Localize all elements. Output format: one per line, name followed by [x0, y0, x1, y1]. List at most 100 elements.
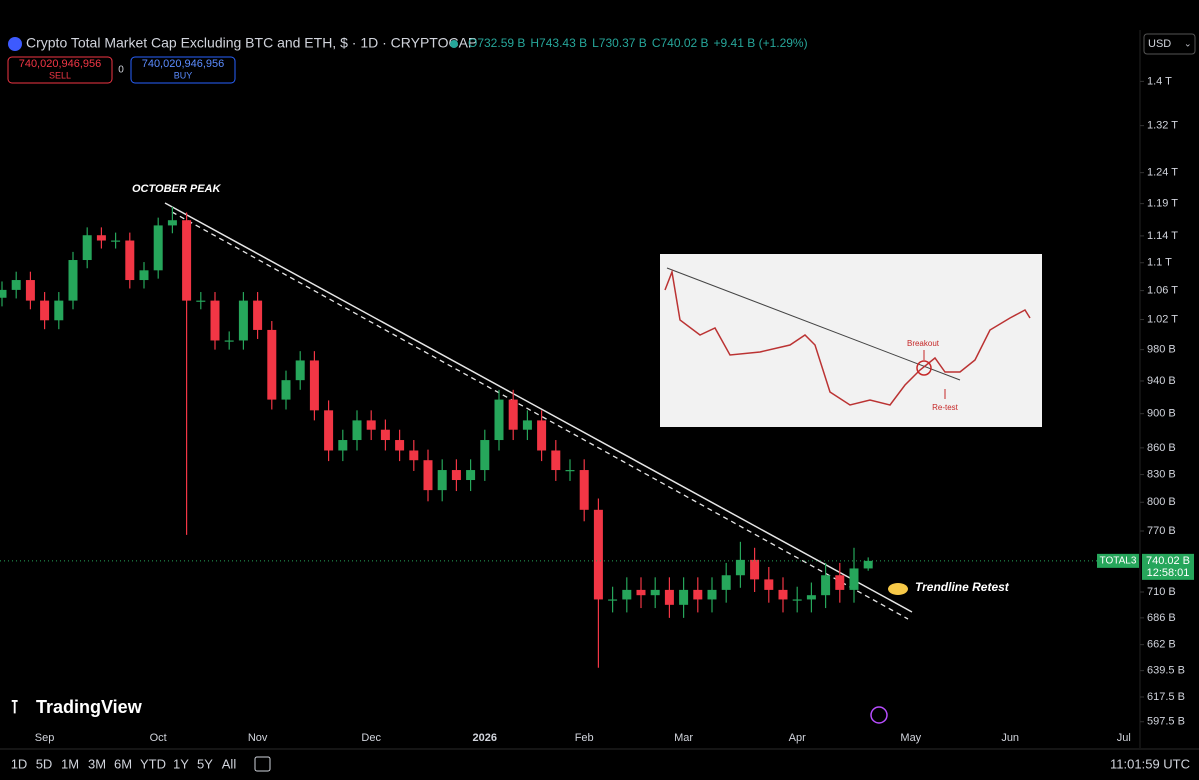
- candle-body: [352, 420, 362, 441]
- candle-body: [593, 509, 603, 600]
- candle-body: [409, 450, 419, 461]
- inset-background: [660, 254, 1042, 427]
- x-tick-label: Mar: [674, 732, 693, 744]
- date-range-icon[interactable]: [254, 756, 271, 772]
- y-tick-label: 800 B: [1147, 496, 1176, 508]
- logo-icon: ⊺: [10, 697, 19, 717]
- candle-body: [423, 460, 433, 491]
- x-tick-label: Sep: [35, 732, 55, 744]
- y-tick-label: 686 B: [1147, 612, 1176, 624]
- chart-title: Crypto Total Market Cap Excluding BTC an…: [26, 35, 477, 51]
- x-tick-label: Oct: [150, 732, 167, 744]
- candle-body: [238, 300, 248, 341]
- candle-body: [295, 360, 305, 381]
- buy-label: BUY: [174, 70, 193, 80]
- inset-trendline: [666, 267, 961, 381]
- y-tick-label: 639.5 B: [1147, 665, 1185, 677]
- candle-body: [636, 589, 646, 596]
- candle-body: [40, 300, 50, 321]
- candle-body: [182, 220, 192, 301]
- y-tick-label: 1.24 T: [1147, 167, 1178, 179]
- candle-body: [622, 589, 632, 600]
- ohlc-value: O732.59 B: [468, 36, 525, 50]
- annotation: Trendline Retest: [915, 580, 1010, 594]
- candle-body: [721, 575, 731, 590]
- symbol-icon: [8, 37, 22, 51]
- ohlc-value: H743.43 B: [530, 36, 587, 50]
- range-button[interactable]: 1Y: [173, 756, 189, 771]
- candle-body: [579, 470, 589, 510]
- symbol-tag-label: TOTAL3: [1100, 556, 1137, 567]
- x-tick-label: 2026: [473, 732, 497, 744]
- range-button[interactable]: All: [222, 756, 237, 771]
- candle-body: [508, 399, 518, 430]
- inset-image: Breakout Re-test: [660, 254, 1042, 427]
- dropdown-caret: ⌄: [1184, 38, 1192, 48]
- x-tick-label: Feb: [575, 732, 594, 744]
- sell-button[interactable]: [7, 56, 113, 84]
- y-tick-label: 1.14 T: [1147, 230, 1178, 242]
- candle-body: [437, 470, 447, 491]
- ohlc-value: +9.41 B (+1.29%): [714, 36, 808, 50]
- candle-body: [863, 560, 873, 569]
- candle-body: [835, 575, 845, 590]
- sell-price: 740,020,946,956: [19, 58, 102, 70]
- symbol-tag: [1097, 553, 1139, 568]
- candle-body: [466, 470, 476, 481]
- candle-body: [167, 220, 177, 226]
- range-button[interactable]: 1M: [61, 756, 79, 771]
- ohlc-value: L730.37 B: [592, 36, 647, 50]
- y-tick-label: 1.02 T: [1147, 313, 1178, 325]
- candle-body: [68, 260, 78, 301]
- candle-body: [451, 470, 461, 481]
- candle-body: [96, 235, 106, 241]
- alert-icon[interactable]: [870, 706, 888, 724]
- x-tick-label: Jun: [1001, 732, 1019, 744]
- candle-body: [380, 429, 390, 441]
- candle-body: [806, 595, 816, 600]
- candle-body: [750, 559, 760, 580]
- currency: USD: [1148, 38, 1171, 50]
- candle-body: [480, 440, 490, 471]
- range-button[interactable]: 3M: [88, 756, 106, 771]
- annotation: OCTOBER PEAK: [132, 183, 221, 195]
- range-button[interactable]: 5Y: [197, 756, 213, 771]
- y-tick-label: 1.4 T: [1147, 75, 1172, 87]
- y-tick-label: 860 B: [1147, 442, 1176, 454]
- range-button[interactable]: YTD: [140, 756, 166, 771]
- x-tick-label: Dec: [361, 732, 381, 744]
- candle-body: [693, 589, 703, 600]
- inset-circle: [916, 360, 932, 376]
- candle-body: [395, 440, 405, 451]
- ohlc-value: C740.02 B: [652, 36, 709, 50]
- trendline: [164, 202, 913, 613]
- range-button[interactable]: 5D: [36, 756, 53, 771]
- y-tick-label: 662 B: [1147, 639, 1176, 651]
- candle-body: [125, 240, 135, 281]
- range-button[interactable]: 6M: [114, 756, 132, 771]
- candle-body: [366, 420, 376, 430]
- candle-body: [309, 360, 319, 411]
- candle-body: [253, 300, 263, 330]
- logo: TradingView: [36, 697, 143, 717]
- buy-button[interactable]: [130, 56, 236, 84]
- y-tick-label: 617.5 B: [1147, 691, 1185, 703]
- candle-body: [54, 300, 64, 321]
- y-tick-label: 710 B: [1147, 586, 1176, 598]
- candle-body: [707, 589, 717, 600]
- y-tick-label: 980 B: [1147, 344, 1176, 356]
- x-tick-label: May: [900, 732, 921, 744]
- candle-body: [537, 420, 547, 451]
- currency-select[interactable]: [1143, 33, 1196, 55]
- candle-body: [25, 280, 35, 301]
- y-tick-label: 830 B: [1147, 468, 1176, 480]
- range-button[interactable]: 1D: [11, 756, 28, 771]
- candle-body: [664, 589, 674, 605]
- ohlc-header: O732.59 B H743.43 B L730.37 B C740.02 B +9.4…: [468, 36, 808, 50]
- candle-body: [849, 568, 859, 590]
- candle-body: [324, 410, 334, 451]
- candle-body: [551, 450, 561, 471]
- inset-price: [664, 269, 1031, 406]
- candle-body: [679, 589, 689, 605]
